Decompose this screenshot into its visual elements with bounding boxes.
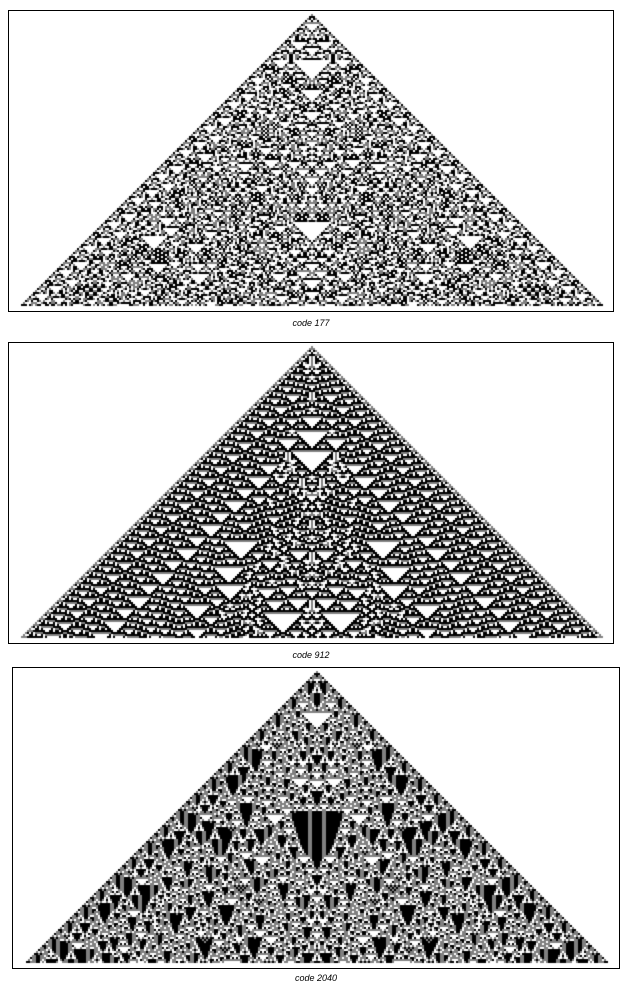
- figure-caption-2: code 912: [292, 650, 330, 660]
- automaton-pattern-2: [9, 343, 613, 643]
- figure-caption-1: code 177: [292, 318, 330, 328]
- automaton-panel-1: [8, 10, 614, 312]
- automaton-pattern-1: [9, 11, 613, 311]
- automaton-panel-2: [8, 342, 614, 644]
- automaton-pattern-3: [13, 668, 619, 968]
- figure-caption-3: code 2040: [294, 973, 338, 983]
- automaton-panel-3: [12, 667, 620, 969]
